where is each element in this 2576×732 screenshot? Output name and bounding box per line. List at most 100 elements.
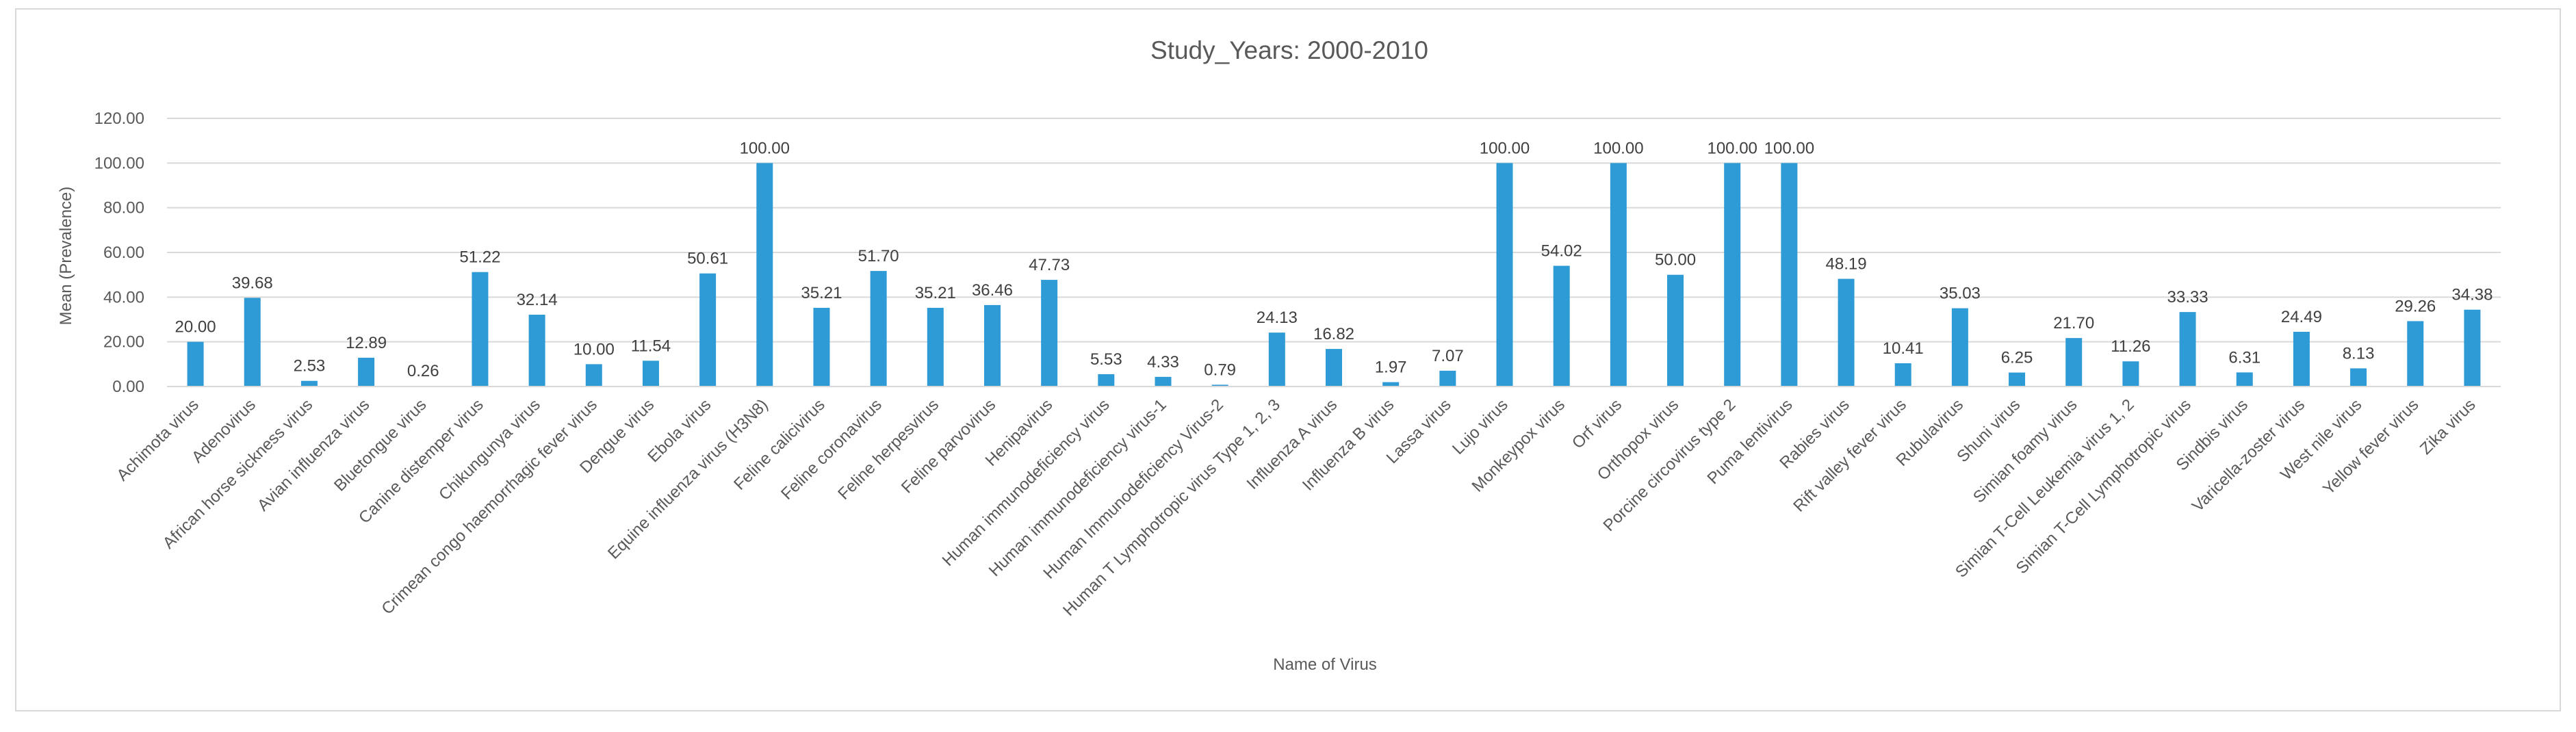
data-label: 47.73	[1029, 256, 1070, 274]
bar	[927, 307, 944, 387]
bar	[244, 298, 261, 387]
data-label: 1.97	[1375, 358, 1407, 377]
data-label: 29.26	[2395, 297, 2436, 315]
bar	[1951, 308, 1968, 387]
x-tick-label: Zika virus	[2417, 395, 2480, 458]
data-label: 51.70	[858, 247, 899, 265]
data-label: 21.70	[2053, 314, 2094, 332]
bar	[1439, 370, 1456, 387]
x-axis-title: Name of Virus	[1273, 655, 1377, 674]
data-label: 2.53	[294, 357, 326, 376]
bar	[1894, 363, 1911, 387]
bar	[1382, 382, 1400, 387]
data-labels: 20.00 39.68 2.53 12.89 0.26 51.22 32.14 10.00 11…	[175, 139, 2493, 380]
bar	[1724, 163, 1741, 387]
x-tick-label: Varicella-zoster virus	[2189, 395, 2308, 515]
data-label: 35.03	[1940, 285, 1981, 303]
bar	[1211, 384, 1228, 387]
bar	[1553, 265, 1570, 387]
bar	[1781, 163, 1798, 387]
bar	[1326, 349, 1342, 387]
bar	[756, 163, 773, 387]
bar	[1667, 274, 1684, 387]
x-tick-label: Simian foamy virus	[1970, 395, 2081, 506]
bar	[2122, 361, 2139, 387]
data-label: 50.61	[687, 250, 728, 268]
data-label: 50.00	[1655, 251, 1696, 270]
bar	[187, 341, 204, 387]
bar	[472, 272, 489, 387]
data-label: 32.14	[517, 291, 558, 309]
data-label: 5.53	[1090, 350, 1122, 369]
bar	[585, 364, 602, 387]
x-tick-label: Avian influenza virus	[254, 395, 373, 514]
chart-title: Study_Years: 2000-2010	[1150, 36, 1428, 64]
x-tick-label: Achimota virus	[113, 395, 202, 484]
bar	[699, 273, 717, 387]
bar	[300, 380, 318, 387]
y-axis-ticks: 0.00 20.00 40.00 60.00 80.00 100.00 120.00	[94, 109, 144, 396]
data-label: 11.54	[631, 337, 671, 355]
x-tick-label: Feline coronavirus	[777, 395, 886, 504]
data-label: 36.46	[972, 281, 1013, 300]
x-tick-label: Orf virus	[1569, 395, 1625, 452]
y-tick-label: 40.00	[103, 288, 144, 306]
y-tick-label: 100.00	[94, 154, 144, 172]
x-tick-label: Human T Lymphotropic virus Type 1, 2, 3	[1059, 395, 1284, 620]
x-tick-label: Yellow fever virus	[2319, 395, 2423, 499]
data-label: 100.00	[1593, 139, 1643, 157]
gridlines	[167, 118, 2501, 343]
data-label: 34.38	[2451, 286, 2493, 304]
bar	[2293, 331, 2310, 387]
bar	[2179, 312, 2196, 387]
bar	[983, 304, 1001, 387]
y-axis-title: Mean (Prevalence)	[57, 187, 75, 326]
bar	[1496, 163, 1513, 387]
x-tick-label: Rift valley fever virus	[1790, 395, 1910, 516]
data-label: 10.41	[1883, 339, 1924, 358]
bar	[2464, 309, 2481, 387]
x-tick-label: Crimean congo haemorrhagic fever virus	[378, 395, 601, 618]
data-label: 100.00	[740, 139, 790, 157]
data-label: 12.89	[346, 334, 387, 352]
y-tick-label: 0.00	[112, 378, 144, 396]
data-label: 11.26	[2111, 337, 2150, 356]
bar	[2009, 372, 2026, 387]
x-tick-label: Feline herpesvirus	[834, 395, 942, 504]
data-label: 20.00	[175, 318, 216, 337]
data-label: 48.19	[1826, 255, 1867, 274]
y-tick-label: 120.00	[94, 109, 144, 128]
data-label: 35.21	[801, 284, 842, 302]
data-label: 16.82	[1313, 325, 1354, 343]
bar	[1155, 376, 1172, 387]
bar	[1098, 374, 1115, 387]
x-tick-label: Feline parvovirus	[898, 395, 999, 497]
y-tick-label: 80.00	[103, 199, 144, 218]
data-label: 0.79	[1204, 361, 1236, 379]
data-label: 6.31	[2228, 348, 2261, 367]
data-label: 35.21	[915, 284, 956, 302]
data-label: 33.33	[2167, 288, 2208, 306]
x-tick-label: Chikungunya virus	[435, 395, 544, 504]
data-label: 24.49	[2281, 308, 2322, 326]
data-label: 7.07	[1432, 347, 1464, 365]
data-label: 54.02	[1541, 242, 1582, 261]
y-tick-label: 20.00	[103, 333, 144, 352]
data-label: 100.00	[1707, 139, 1757, 157]
data-label: 8.13	[2343, 344, 2375, 363]
bar	[1838, 278, 1855, 387]
bar	[2407, 321, 2424, 387]
data-label: 6.25	[2001, 349, 2033, 367]
chart-frame: 0.00 20.00 40.00 60.00 80.00 100.00 120.00 20.…	[15, 8, 2561, 711]
data-label: 4.33	[1147, 353, 1179, 371]
bar	[642, 361, 659, 387]
data-label: 51.22	[459, 248, 500, 267]
data-label: 100.00	[1764, 139, 1814, 157]
bars	[187, 163, 2481, 387]
y-tick-label: 60.00	[103, 244, 144, 262]
bar	[1268, 332, 1285, 387]
bar	[1041, 280, 1058, 387]
data-label: 24.13	[1257, 309, 1298, 327]
data-label: 10.00	[574, 340, 615, 358]
